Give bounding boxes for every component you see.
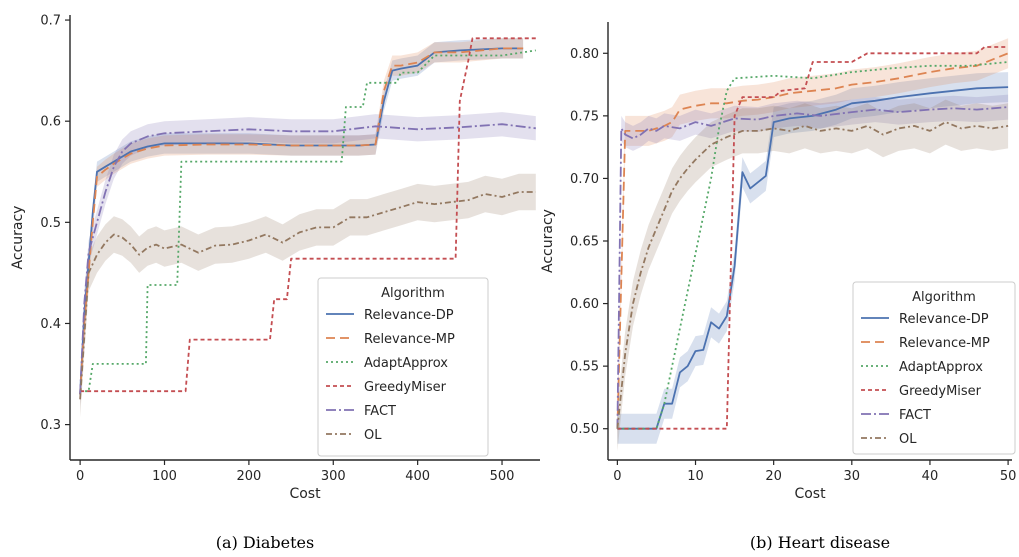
legend-label: GreedyMiser xyxy=(364,380,447,395)
y-tick-label: 0.5 xyxy=(40,216,61,231)
legend-title: Algorithm xyxy=(381,286,445,301)
series-line-relevance-mp xyxy=(616,52,1009,429)
x-tick-label: 0 xyxy=(613,469,621,484)
series-line-fact xyxy=(79,123,536,395)
series-line-relevance-mp xyxy=(79,47,524,395)
y-axis-title: Accuracy xyxy=(10,206,26,270)
x-tick-label: 500 xyxy=(490,469,515,484)
legend-label: Relevance-DP xyxy=(899,312,989,327)
y-axis-title: Accuracy xyxy=(540,209,556,273)
series-band-ol xyxy=(617,99,1009,452)
legend-label: Relevance-MP xyxy=(899,336,990,351)
y-tick-label: 0.80 xyxy=(570,47,599,62)
legend-frame xyxy=(317,277,489,457)
series-band-fact xyxy=(80,112,536,407)
x-tick-label: 400 xyxy=(405,469,430,484)
x-tick-label: 30 xyxy=(844,469,861,484)
legend-label: AdaptApprox xyxy=(899,360,983,375)
x-axis-title: Cost xyxy=(794,486,826,502)
legend-title: Algorithm xyxy=(912,290,976,305)
series-line-relevance-dp xyxy=(79,47,524,395)
x-tick-label: 200 xyxy=(236,469,261,484)
legend-label: FACT xyxy=(364,404,396,419)
chart-panel-diabetes: 0 100 200 300 400 500 0.3 0.4 0.5 0.6 0.7 Cost Accur… xyxy=(10,14,540,552)
legend-label: Relevance-MP xyxy=(364,332,455,347)
y-tick-label: 0.6 xyxy=(40,115,61,130)
x-tick-label: 20 xyxy=(765,469,782,484)
series-band-relevance-mp xyxy=(617,38,1009,444)
series-line-fact xyxy=(616,106,1009,429)
y-tick-label: 0.70 xyxy=(570,172,599,187)
y-tick-label: 0.65 xyxy=(570,235,599,250)
legend: Algorithm Relevance-DP Relevance-MP AdaptAp… xyxy=(852,281,1016,455)
x-tick-label: 50 xyxy=(1000,469,1017,484)
legend-label: OL xyxy=(899,432,917,447)
legend-label: FACT xyxy=(899,408,931,423)
x-tick-label: 10 xyxy=(687,469,704,484)
series-line-ol xyxy=(79,191,536,400)
legend-label: GreedyMiser xyxy=(899,384,982,399)
x-tick-label: 100 xyxy=(152,469,177,484)
legend-label: Relevance-DP xyxy=(364,308,454,323)
chart-panel-heart-disease: 0 10 20 30 40 50 0.50 0.55 0.60 0.65 0.70 0.75 0.80 C… xyxy=(540,22,1016,552)
y-tick-label: 0.75 xyxy=(570,109,599,124)
series-line-greedymiser xyxy=(617,46,1009,430)
x-axis-title: Cost xyxy=(289,486,321,502)
figure-caption: (a) Diabetes xyxy=(216,533,314,552)
x-tick-label: 300 xyxy=(321,469,346,484)
legend-label: AdaptApprox xyxy=(364,356,448,371)
x-tick-label: 40 xyxy=(922,469,939,484)
figure-caption: (b) Heart disease xyxy=(750,533,890,552)
y-tick-label: 0.3 xyxy=(40,418,61,433)
y-tick-label: 0.7 xyxy=(40,14,61,29)
y-tick-label: 0.50 xyxy=(570,422,599,437)
y-tick-label: 0.60 xyxy=(570,297,599,312)
series-line-adaptapprox xyxy=(617,61,1009,430)
series-line-adaptapprox xyxy=(80,49,536,393)
x-tick-label: 0 xyxy=(76,469,84,484)
series-line-greedymiser xyxy=(80,37,536,393)
legend: Algorithm Relevance-DP Relevance-MP AdaptAp… xyxy=(317,277,489,457)
y-tick-label: 0.55 xyxy=(570,360,599,375)
series-line-ol xyxy=(616,121,1009,429)
y-tick-label: 0.4 xyxy=(40,317,61,332)
legend-label: OL xyxy=(364,428,382,443)
legend-frame xyxy=(852,281,1016,455)
series-band-ol xyxy=(80,173,536,418)
